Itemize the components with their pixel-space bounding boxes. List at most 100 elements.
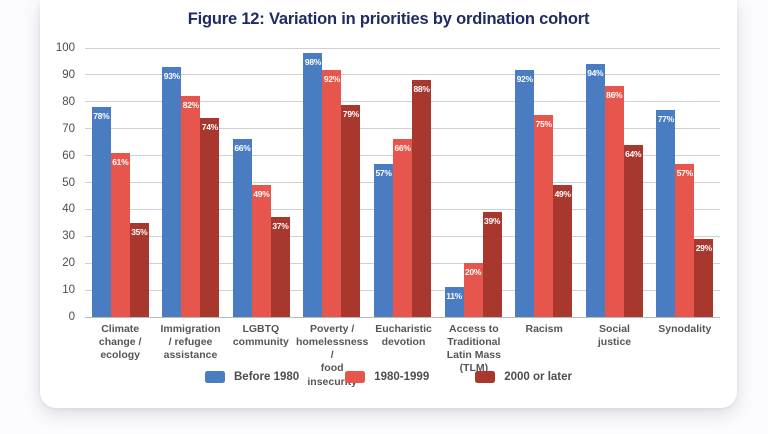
bar: 92% — [322, 69, 342, 317]
bar: 49% — [553, 185, 573, 317]
y-axis-tick-label: 50 — [62, 176, 75, 189]
bar: 66% — [393, 139, 413, 317]
bar-value-label: 57% — [676, 167, 693, 178]
bar: 94% — [585, 64, 605, 317]
legend-item: Before 1980 — [205, 371, 299, 383]
bar-group: 78% 61% 35% — [85, 48, 156, 317]
x-axis-category-label: Eucharistic devotion — [375, 323, 432, 349]
legend-label: 2000 or later — [504, 371, 572, 383]
bar: 75% — [534, 115, 554, 317]
x-axis-category-label: Climate change / ecology — [98, 323, 142, 362]
y-axis-tick-label: 0 — [68, 311, 75, 323]
bar-value-label: 92% — [323, 73, 341, 84]
plot-area: 0 10 20 30 40 50 60 70 80 90 100 78% 61% 35% 93% 82% 74%… — [56, 42, 720, 323]
bar-value-label: 29% — [695, 243, 712, 253]
y-axis-tick-label: 100 — [55, 42, 75, 54]
bar-groups: 78% 61% 35% 93% 82% 74% 66% 49% 37% 98% 92% 79% 57% 6… — [85, 48, 720, 317]
y-axis-tick-label: 30 — [62, 230, 75, 243]
y-axis-tick-label: 80 — [62, 95, 75, 108]
y-axis-tick-label: 20 — [62, 257, 75, 270]
bar-group: 11% 20% 39% — [438, 48, 509, 317]
bar: 11% — [444, 287, 464, 317]
bar-value-label: 49% — [253, 189, 270, 200]
x-axis-category-label: Synodality — [658, 323, 712, 335]
bar: 79% — [341, 104, 361, 317]
bar-value-label: 49% — [554, 189, 571, 200]
legend-label: Before 1980 — [234, 371, 300, 383]
bar: 82% — [181, 96, 201, 317]
bar-value-label: 39% — [484, 216, 501, 227]
legend-item: 2000 or later — [475, 371, 572, 383]
legend-swatch — [475, 371, 496, 383]
bar-value-label: 88% — [413, 84, 430, 95]
bar: 20% — [463, 263, 483, 317]
legend-item: 1980-1999 — [345, 371, 429, 383]
x-axis-category-label: Poverty / homelessness / food insecurity — [295, 323, 369, 388]
y-axis-tick-label: 40 — [62, 203, 75, 216]
x-axis-category-label: Racism — [525, 323, 563, 335]
legend-label: 1980-1999 — [374, 371, 430, 383]
bar: 86% — [604, 85, 624, 317]
bar-group: 77% 57% 29% — [650, 48, 721, 317]
bar-value-label: 74% — [201, 121, 218, 132]
gridline — [85, 47, 720, 49]
bar: 77% — [656, 109, 676, 317]
gridline — [85, 316, 720, 318]
bar: 57% — [675, 163, 695, 317]
y-axis-tick-label: 70 — [62, 122, 75, 135]
bar-value-label: 77% — [657, 113, 674, 124]
bar: 61% — [110, 152, 130, 317]
bar-value-label: 66% — [234, 143, 251, 154]
chart-legend: Before 1980 1980-1999 2000 or later — [40, 371, 737, 383]
bar: 37% — [270, 217, 290, 317]
bar: 49% — [251, 185, 271, 317]
bar: 74% — [200, 117, 220, 317]
bar-value-label: 79% — [342, 108, 360, 119]
bar: 64% — [623, 144, 643, 317]
bar: 88% — [412, 80, 432, 317]
bar-value-label: 64% — [625, 148, 642, 159]
bar-value-label: 94% — [587, 68, 604, 79]
bar-group: 92% 75% 49% — [508, 48, 579, 317]
bar-value-label: 98% — [304, 57, 322, 68]
x-axis-category-label: LGBTQ community — [232, 323, 289, 349]
bar-value-label: 61% — [112, 156, 129, 167]
bar: 57% — [374, 163, 394, 317]
bar: 35% — [129, 222, 149, 317]
bar: 93% — [162, 66, 182, 317]
bar-group: 98% 92% 79% — [297, 48, 368, 317]
x-axis-labels: Climate change / ecology Immigration / re… — [85, 323, 720, 389]
y-axis-tick-label: 60 — [62, 149, 75, 162]
legend-swatch — [205, 371, 225, 383]
bar-value-label: 20% — [465, 267, 482, 278]
bar-value-label: 66% — [394, 143, 411, 154]
bar-group: 57% 66% 88% — [367, 48, 438, 317]
gridline — [85, 101, 720, 103]
bar-group: 66% 49% 37% — [226, 48, 297, 317]
bar-value-label: 82% — [182, 100, 199, 111]
bar-group: 94% 86% 64% — [579, 48, 650, 317]
bar-value-label: 78% — [93, 111, 110, 122]
bar: 39% — [482, 212, 502, 317]
chart-card: Figure 12: Variation in priorities by or… — [40, 0, 737, 408]
x-axis-category-label: Access to Traditional Latin Mass (TLM) — [446, 323, 501, 375]
bar-value-label: 86% — [606, 89, 623, 100]
y-axis-tick-label: 10 — [62, 284, 75, 297]
x-axis-category-label: Immigration / refugee assistance — [160, 323, 221, 362]
y-axis-tick-label: 90 — [62, 68, 75, 81]
bar-value-label: 75% — [535, 119, 552, 130]
bar: 92% — [515, 69, 535, 317]
bar-value-label: 11% — [446, 291, 462, 302]
chart-title: Figure 12: Variation in priorities by or… — [187, 10, 590, 28]
legend-swatch — [345, 371, 366, 383]
gridline — [85, 128, 720, 130]
x-axis-category-label: Social justice — [597, 323, 632, 349]
gridline — [85, 74, 720, 76]
bar: 66% — [232, 139, 252, 317]
bar-group: 93% 82% 74% — [156, 48, 227, 317]
bar-value-label: 57% — [375, 167, 392, 178]
bar-value-label: 37% — [272, 221, 289, 232]
bar-value-label: 93% — [163, 70, 180, 81]
bar: 78% — [91, 107, 111, 317]
bar: 98% — [303, 53, 323, 317]
